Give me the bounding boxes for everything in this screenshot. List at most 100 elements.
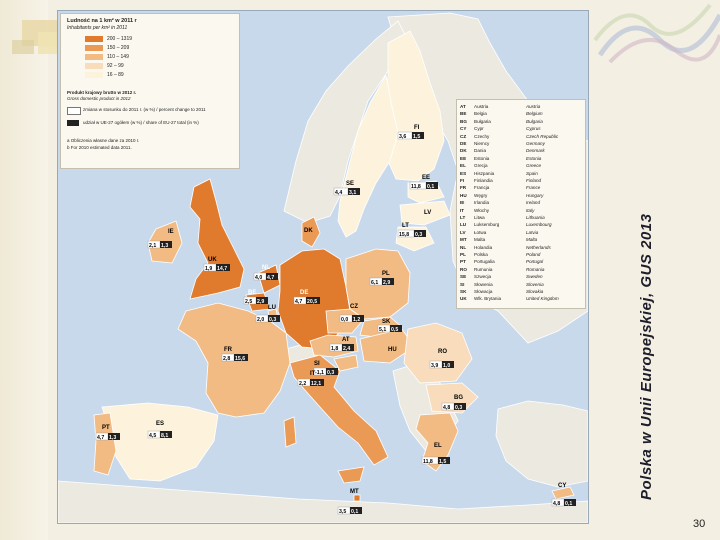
svg-text:1,3: 1,3 <box>161 243 168 249</box>
country-name-en: Finland <box>526 178 542 183</box>
country-si <box>333 354 359 372</box>
country-name-pl: Bułgaria <box>474 118 491 124</box>
badge-lt: LT 15,8 0,3 <box>397 223 426 238</box>
svg-text:4,8: 4,8 <box>553 501 560 507</box>
svg-text:12,1: 12,1 <box>311 381 321 387</box>
svg-text:4,7: 4,7 <box>267 275 274 281</box>
country-row-cz: CZ Czechy Czech Republic <box>460 134 583 141</box>
badge-sk: SK 5,1 0,5 <box>377 319 402 333</box>
country-name-pl: Austria <box>474 104 489 109</box>
svg-text:2,4: 2,4 <box>343 346 350 352</box>
badge-lu: LU 2,0 0,3 <box>255 305 280 323</box>
country-row-el: EL Grecja Greece <box>460 163 583 170</box>
country-name-en: France <box>526 185 541 191</box>
country-name-pl: Belgia <box>474 111 487 117</box>
svg-text:BE: BE <box>248 290 256 296</box>
badge-cy: CY 4,8 0,1 <box>551 483 576 507</box>
country-row-sk: SK Słowacja Slovakia <box>460 289 583 296</box>
legend-label-1: 200 – 1319 <box>107 36 133 42</box>
country-code: PL <box>460 252 466 257</box>
country-name-pl: Luksemburg <box>474 222 500 228</box>
svg-text:4,7: 4,7 <box>295 299 302 305</box>
svg-text:3,1: 3,1 <box>349 190 356 196</box>
svg-text:4,0: 4,0 <box>255 275 262 281</box>
svg-text:1,0: 1,0 <box>443 363 450 369</box>
country-row-si: SI Słowenia Slovenia <box>460 282 583 289</box>
badge-el: EL 11,8 1,5 <box>421 443 450 465</box>
svg-text:1,5: 1,5 <box>413 134 420 140</box>
country-row-fr: FR Francja France <box>460 185 583 192</box>
badge-nl: NL 4,0 4,7 <box>253 265 278 281</box>
svg-text:2,2: 2,2 <box>299 381 306 387</box>
country-name-pl: Grecja <box>474 163 488 169</box>
legend-label-5: 16 – 89 <box>107 72 124 78</box>
country-lv <box>399 200 451 226</box>
country-code: ES <box>460 170 467 176</box>
svg-text:IE: IE <box>168 229 174 235</box>
country-code: IE <box>460 200 465 206</box>
svg-text:MT: MT <box>350 489 359 495</box>
legend-label-4: 92 – 99 <box>107 63 124 69</box>
country-code: NL <box>460 244 467 250</box>
badge-de: DE 4,7 20,5 <box>293 290 320 305</box>
svg-text:-1,1: -1,1 <box>315 370 324 376</box>
svg-text:2,8: 2,8 <box>223 356 230 362</box>
svg-text:DK: DK <box>304 228 313 234</box>
country-name-pl: Cypr <box>474 126 484 132</box>
country-mt <box>353 494 361 502</box>
badge-ro: RO 3,9 1,0 <box>429 349 454 369</box>
country-name-en: Lithuania <box>526 215 545 220</box>
country-name-pl: Słowacja <box>474 289 493 294</box>
badge-fr: FR 2,8 15,6 <box>221 347 248 362</box>
svg-text:1,5: 1,5 <box>439 459 446 465</box>
legend-gdp-subtitle: Gross domestic product in 2012 <box>67 96 131 101</box>
legend-label-3: 110 – 149 <box>107 54 129 60</box>
country-name-en: Germany <box>526 141 545 146</box>
svg-text:1,9: 1,9 <box>205 266 212 272</box>
country-code: EL <box>460 163 466 169</box>
country-code: LV <box>460 229 466 235</box>
country-code: CY <box>460 126 467 132</box>
country-row-mt: MT Malta Malta <box>460 237 583 244</box>
country-dk <box>301 216 321 248</box>
country-name-en: Latvia <box>526 229 539 235</box>
country-row-be: BE Belgia Belgium <box>460 111 583 118</box>
country-row-cy: CY Cypr Cyprus <box>460 126 583 133</box>
country-row-it: IT Włochy Italy <box>460 208 583 215</box>
country-name-pl: Estonia <box>474 155 490 161</box>
svg-text:15,8: 15,8 <box>399 232 409 238</box>
country-row-ee: EE Estonia Estonia <box>460 156 583 163</box>
legend-swatch-3 <box>85 54 103 60</box>
svg-text:1,2: 1,2 <box>353 317 360 323</box>
svg-text:2,5: 2,5 <box>245 299 252 305</box>
country-code: UK <box>460 296 467 302</box>
country-name-pl: Portugalia <box>474 259 495 265</box>
svg-text:3,6: 3,6 <box>399 134 406 140</box>
country-row-nl: NL Holandia Netherlands <box>460 245 583 252</box>
svg-text:IT: IT <box>310 371 316 377</box>
svg-text:20,5: 20,5 <box>307 299 317 305</box>
badge-pl: PL 6,1 2,9 <box>369 271 394 286</box>
svg-text:CZ: CZ <box>350 304 358 310</box>
country-name-pl: Malta <box>474 237 486 243</box>
country-name-en: Slovakia <box>526 289 544 294</box>
country-cy <box>551 486 575 500</box>
svg-text:PT: PT <box>102 425 110 431</box>
country-it-sardinia <box>283 416 297 448</box>
svg-text:11,8: 11,8 <box>411 184 421 190</box>
country-code: SK <box>460 289 467 294</box>
country-row-se: SE Szwecja Sweden <box>460 274 583 281</box>
svg-text:6,1: 6,1 <box>371 280 378 286</box>
country-name-en: Luxembourg <box>526 222 552 228</box>
svg-text:8,1: 8,1 <box>161 433 168 439</box>
country-code: DE <box>460 141 467 146</box>
country-code: PT <box>460 259 466 265</box>
country-row-de: DE Niemcy Germany <box>460 141 583 148</box>
non-eu-land-africa <box>58 480 588 523</box>
legend-label-2: 150 – 209 <box>107 45 130 51</box>
map-legend: Ludność na 1 km² w 2011 r Inhabitants pe… <box>60 13 240 169</box>
country-name-pl: Włochy <box>474 207 490 213</box>
legend-subtitle: Inhabitants per km² in 2011 <box>67 25 128 31</box>
badge-at: AT 1,8 2,4 <box>329 337 354 352</box>
country-row-lu: LU Luksemburg Luxembourg <box>460 222 583 229</box>
